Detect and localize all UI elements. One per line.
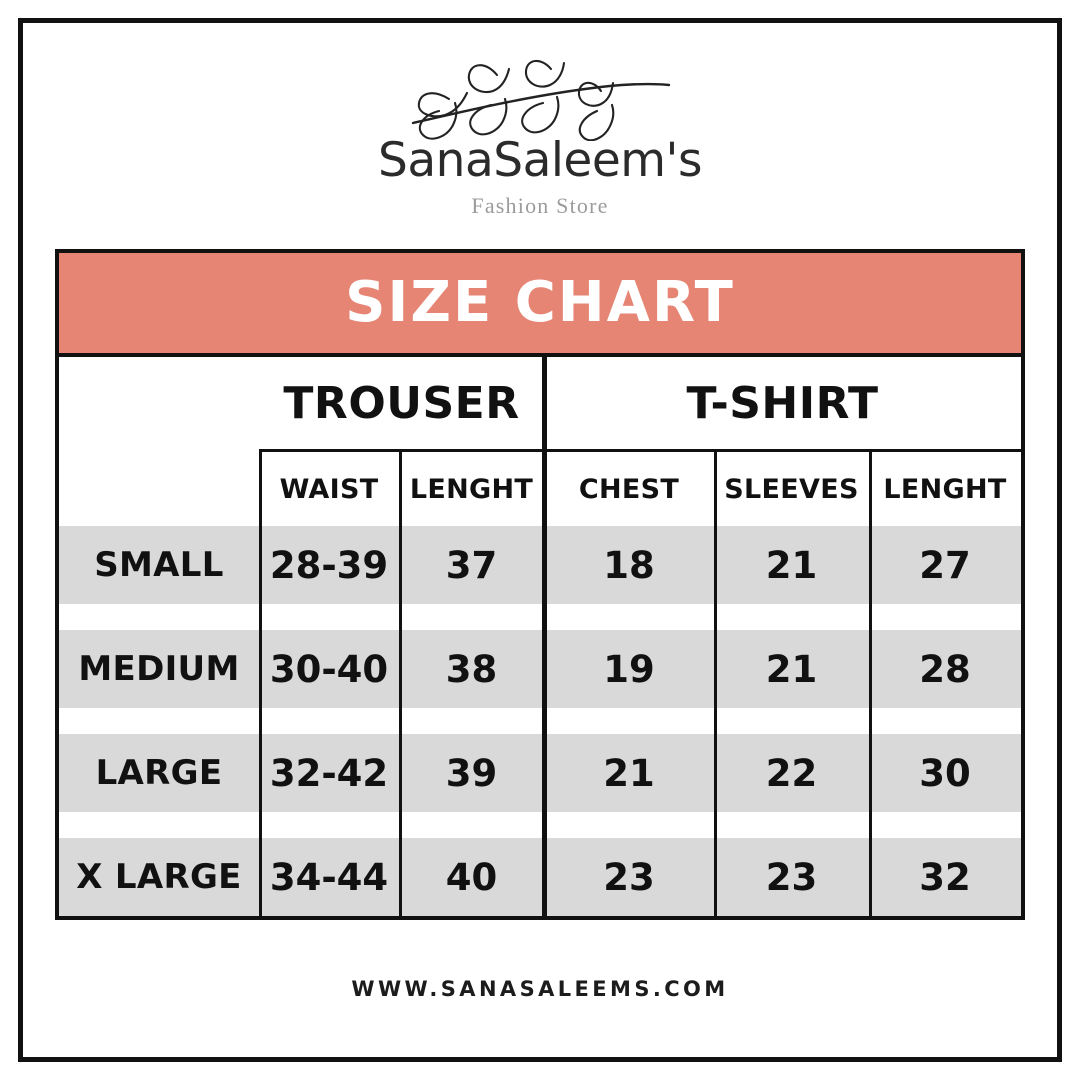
row-size-label: MEDIUM [59,630,259,708]
cell-waist: 32-42 [259,734,399,812]
column-header-row: WAIST LENGHT CHEST SLEEVES LENGHT [59,452,1021,526]
poster-frame: SanaSaleem's Fashion Store SIZE CHART [18,18,1062,1062]
column-header-chest: CHEST [544,452,714,526]
cell-waist: 28-39 [259,526,399,604]
table-row: MEDIUM 30-40 38 19 21 28 [59,630,1021,708]
column-header-sleeves: SLEEVES [714,452,869,526]
column-label-chest: CHEST [578,473,680,505]
cell-shirt-length: 28 [869,630,1021,708]
table-row: X LARGE 34-44 40 23 23 32 [59,838,1021,916]
column-label-waist: WAIST [279,473,379,505]
cell-shirt-length: 30 [869,734,1021,812]
column-header-trouser-length: LENGHT [399,452,544,526]
cell-sleeves: 22 [714,734,869,812]
group-header-divider [259,449,1021,452]
brand-header: SanaSaleem's Fashion Store [23,23,1057,219]
group-header-tshirt: T-SHIRT [544,357,1021,449]
cell-trouser-length: 39 [399,734,544,812]
group-header-row: TROUSER T-SHIRT [59,357,1021,449]
cell-chest: 23 [544,838,714,916]
brand-name: SanaSaleem's [378,133,702,188]
row-size-label: SMALL [59,526,259,604]
column-label-sleeves: SLEEVES [724,473,859,505]
group-label-tshirt: T-SHIRT [686,377,879,429]
table-row: SMALL 28-39 37 18 21 27 [59,526,1021,604]
table-row: LARGE 32-42 39 21 22 30 [59,734,1021,812]
row-spacer [59,708,1021,734]
cell-waist: 30-40 [259,630,399,708]
footer: WWW.SANASALEEMS.COM [23,920,1057,1057]
column-label-shirt-length: LENGHT [883,473,1007,505]
column-header-waist: WAIST [259,452,399,526]
column-header-blank [59,452,259,526]
size-chart-table: SIZE CHART TROUSER [55,249,1025,920]
table-body: TROUSER T-SHIRT WAIST LENGHT [59,357,1021,916]
cell-sleeves: 21 [714,630,869,708]
cell-chest: 19 [544,630,714,708]
cell-chest: 18 [544,526,714,604]
row-spacer [59,604,1021,630]
cell-trouser-length: 37 [399,526,544,604]
cell-trouser-length: 38 [399,630,544,708]
cell-chest: 21 [544,734,714,812]
cell-waist: 34-44 [259,838,399,916]
cell-sleeves: 21 [714,526,869,604]
column-label-trouser-length: LENGHT [409,473,534,505]
brand-tagline: Fashion Store [471,193,609,218]
size-chart-title: SIZE CHART [345,270,735,335]
row-size-label: LARGE [59,734,259,812]
cell-sleeves: 23 [714,838,869,916]
group-label-trouser: TROUSER [283,377,520,429]
website-url: WWW.SANASALEEMS.COM [351,976,729,1001]
cell-shirt-length: 27 [869,526,1021,604]
size-chart-banner: SIZE CHART [59,253,1021,357]
row-size-label: X LARGE [59,838,259,916]
cell-shirt-length: 32 [869,838,1021,916]
row-spacer [59,812,1021,838]
group-header-blank [59,357,259,449]
cell-trouser-length: 40 [399,838,544,916]
column-header-shirt-length: LENGHT [869,452,1021,526]
group-header-trouser: TROUSER [259,357,544,449]
leaf-branch-icon [411,59,671,141]
